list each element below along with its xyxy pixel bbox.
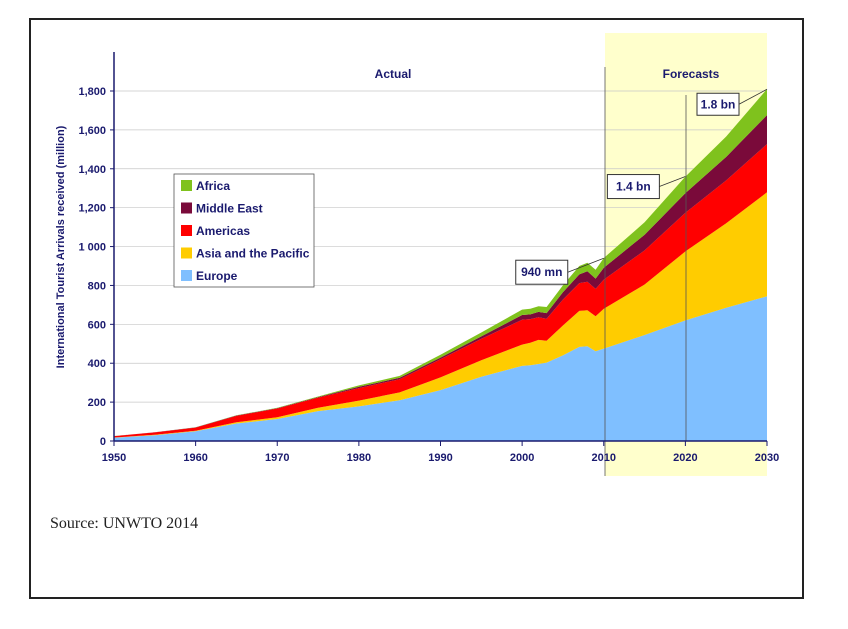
callout-box: [696, 92, 740, 116]
y-axis-label: International Tourist Arrivals received …: [55, 125, 67, 368]
legend-label: Americas: [196, 224, 250, 238]
y-tick-label: 0: [100, 436, 106, 448]
legend-swatch: [181, 180, 192, 191]
callouts: 940 mn 1.4 bn 1.8 bn: [515, 88, 768, 285]
callout-box: [606, 174, 660, 200]
x-tick-label: 1950: [102, 452, 126, 464]
legend-swatch: [181, 270, 192, 281]
callout-label: 1.8 bn: [701, 97, 736, 111]
callout-leader: [659, 176, 686, 187]
legend-label: Asia and the Pacific: [196, 247, 310, 261]
y-tick-label: 600: [88, 319, 106, 331]
legend-label: Africa: [196, 179, 230, 193]
actual-label: Actual: [375, 67, 412, 81]
x-tick-label: 2030: [755, 452, 779, 464]
y-tick-label: 1 000: [78, 242, 106, 254]
y-tick-label: 200: [88, 397, 106, 409]
y-tick-label: 1,200: [78, 203, 106, 215]
source-caption: Source: UNWTO 2014: [50, 515, 199, 532]
callout-leader: [567, 257, 604, 273]
stacked-areas: [114, 89, 767, 441]
callout-box: [515, 259, 569, 285]
y-tick-label: 1,600: [78, 125, 106, 137]
legend: Africa Middle East Americas Asia and the Pa…: [173, 173, 315, 288]
x-tick-label: 1990: [428, 452, 452, 464]
x-tick-label: 1980: [347, 452, 371, 464]
legend-box: [173, 173, 315, 288]
x-tick-label: 1970: [265, 452, 289, 464]
x-tick-label: 2010: [592, 452, 616, 464]
tick-labels: 0 200 400 600 800 1 000 1,200 1,400 1,600 1,800 19…: [78, 86, 779, 464]
y-tick-label: 1,400: [78, 164, 106, 176]
y-tick-label: 800: [88, 280, 106, 292]
area-asia-and-the-pacific: [114, 192, 767, 438]
legend-label: Middle East: [196, 202, 263, 216]
legend-swatch: [181, 225, 192, 236]
callout-label: 940 mn: [521, 265, 562, 279]
x-tick-label: 1960: [183, 452, 207, 464]
y-tick-label: 1,800: [78, 86, 106, 98]
legend-swatch: [181, 247, 192, 259]
area-europe: [114, 296, 767, 441]
x-tick-label: 2000: [510, 452, 534, 464]
callout-leader: [738, 88, 768, 105]
x-tick-label: 2020: [673, 452, 697, 464]
legend-swatch: [181, 202, 192, 214]
forecasts-label: Forecasts: [663, 67, 720, 81]
callout-label: 1.4 bn: [616, 180, 651, 194]
legend-label: Europe: [196, 269, 238, 283]
y-tick-label: 400: [88, 358, 106, 370]
